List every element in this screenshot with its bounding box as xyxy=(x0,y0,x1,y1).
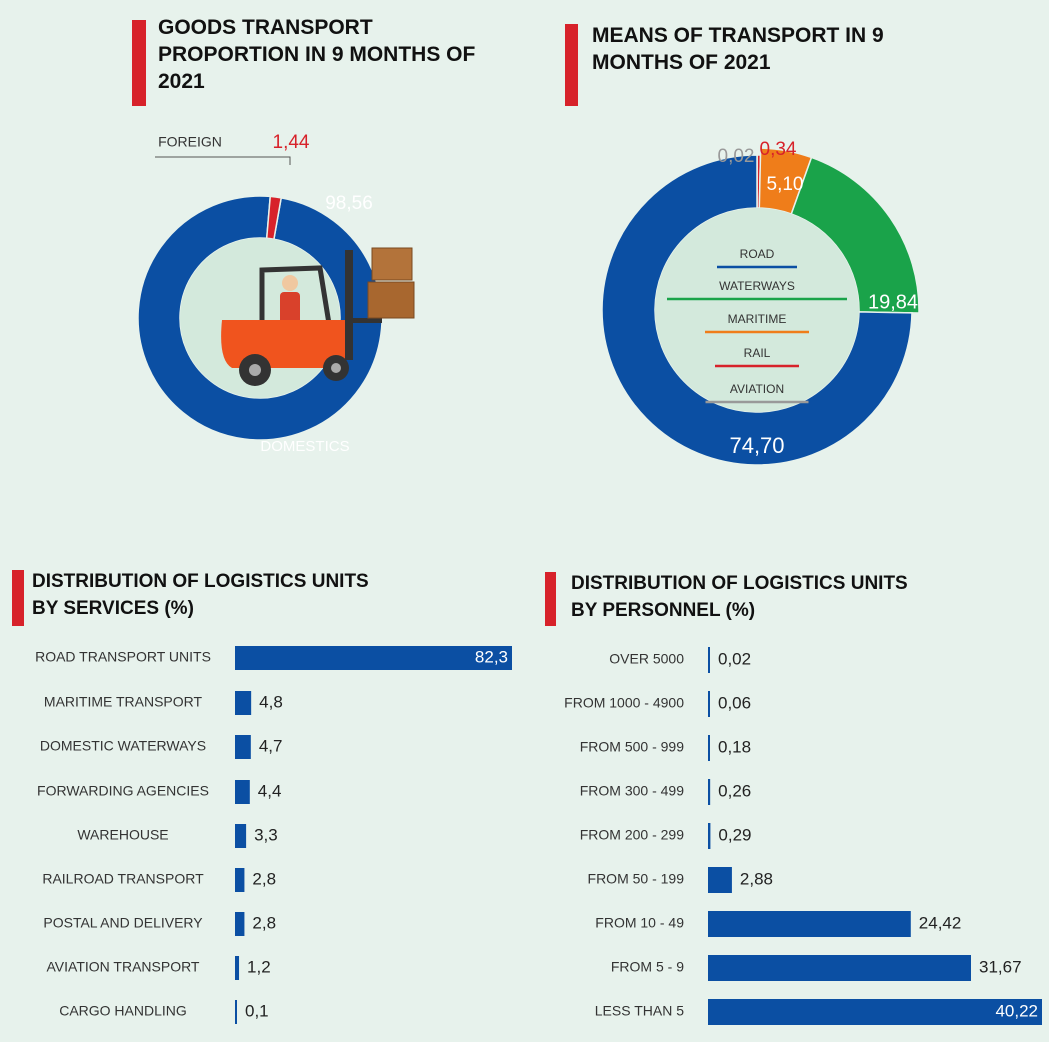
category-label: RAILROAD TRANSPORT xyxy=(42,871,204,887)
category-label: ROAD TRANSPORT UNITS xyxy=(35,649,211,665)
bar xyxy=(235,824,247,848)
value-label: 4,4 xyxy=(258,781,282,800)
value-label: 2,8 xyxy=(252,869,276,888)
category-label: MARITIME TRANSPORT xyxy=(44,694,203,710)
category-label: FORWARDING AGENCIES xyxy=(37,783,209,799)
donut-hole xyxy=(655,208,859,412)
chart-title: MEANS OF TRANSPORT IN 9 MONTHS OF 2021 xyxy=(592,24,884,74)
category-label: WAREHOUSE xyxy=(77,827,168,843)
bar xyxy=(235,691,252,715)
chart-title: GOODS TRANSPORT PROPORTION IN 9 MONTHS O… xyxy=(158,16,476,93)
category-label: FOREIGN xyxy=(158,134,222,150)
category-label: FROM 5 - 9 xyxy=(611,959,684,975)
value-label: 82,3 xyxy=(475,647,508,666)
category-label: FROM 10 - 49 xyxy=(595,915,684,931)
category-label: CARGO HANDLING xyxy=(59,1003,187,1019)
crate xyxy=(367,281,415,319)
legend-label: ROAD xyxy=(740,247,775,261)
legend-label: WATERWAYS xyxy=(719,279,795,293)
bar xyxy=(235,912,245,936)
value-label: 0,02 xyxy=(718,146,755,167)
category-label: FROM 50 - 199 xyxy=(588,871,685,887)
value-label: 31,67 xyxy=(979,957,1022,976)
category-label: DOMESTICS xyxy=(260,438,349,455)
bar xyxy=(708,911,911,937)
value-label: 2,88 xyxy=(740,869,773,888)
value-label: 4,7 xyxy=(259,736,283,755)
value-label: 3,3 xyxy=(254,825,278,844)
value-label: 0,34 xyxy=(760,139,797,160)
category-label: AVIATION TRANSPORT xyxy=(47,959,200,975)
driver-head xyxy=(282,275,298,291)
title-accent xyxy=(12,570,24,626)
bar xyxy=(708,867,732,893)
category-label: FROM 1000 - 4900 xyxy=(564,695,684,711)
category-label: LESS THAN 5 xyxy=(595,1003,684,1019)
category-label: FROM 200 - 299 xyxy=(580,827,684,843)
bar xyxy=(235,956,240,980)
value-label: 0,29 xyxy=(718,825,751,844)
value-label: 0,02 xyxy=(718,649,751,668)
category-label: FROM 500 - 999 xyxy=(580,739,684,755)
leader-line xyxy=(155,156,291,165)
legend-label: RAIL xyxy=(744,346,771,360)
value-label: 24,42 xyxy=(919,913,962,932)
title-accent xyxy=(565,24,578,106)
bar xyxy=(708,779,711,805)
category-label: OVER 5000 xyxy=(609,651,684,667)
chart-title: DISTRIBUTION OF LOGISTICS UNITS BY PERSO… xyxy=(571,573,908,621)
bar xyxy=(235,780,250,804)
value-label: 0,18 xyxy=(718,737,751,756)
bar xyxy=(235,868,245,892)
bar xyxy=(235,1000,237,1024)
value-label: 19,84 xyxy=(868,291,918,313)
crate xyxy=(371,247,413,281)
bar xyxy=(235,735,251,759)
value-label: 4,8 xyxy=(259,692,283,711)
category-label: FROM 300 - 499 xyxy=(580,783,684,799)
legend-label: MARITIME xyxy=(728,312,787,326)
value-label: 98,56 xyxy=(325,193,373,214)
value-label: 0,06 xyxy=(718,693,751,712)
bar xyxy=(708,691,710,717)
category-label: DOMESTIC WATERWAYS xyxy=(40,738,206,754)
bar xyxy=(235,646,512,670)
value-label: 40,22 xyxy=(995,1001,1038,1020)
value-label: 2,8 xyxy=(252,913,276,932)
bar xyxy=(708,647,710,673)
bar xyxy=(708,823,711,849)
value-label: 1,2 xyxy=(247,957,271,976)
chart-title: DISTRIBUTION OF LOGISTICS UNITS BY SERVI… xyxy=(32,571,369,619)
driver xyxy=(280,292,300,326)
value-label: 0,26 xyxy=(718,781,751,800)
legend-label: AVIATION xyxy=(730,382,784,396)
bar xyxy=(708,735,710,761)
value-label: 1,44 xyxy=(273,132,310,153)
forklift-illustration xyxy=(221,247,415,386)
value-label: 0,1 xyxy=(245,1001,269,1020)
forklift-mast xyxy=(345,250,353,360)
bar xyxy=(708,999,1042,1025)
category-label: POSTAL AND DELIVERY xyxy=(43,915,203,931)
wheel-hub xyxy=(331,363,341,373)
wheel-hub xyxy=(249,364,261,376)
forklift-fork xyxy=(352,318,382,323)
value-label: 5,10 xyxy=(767,174,804,195)
bar xyxy=(708,955,971,981)
value-label: 74,70 xyxy=(729,433,784,458)
title-accent xyxy=(132,20,146,106)
title-accent xyxy=(545,572,556,626)
